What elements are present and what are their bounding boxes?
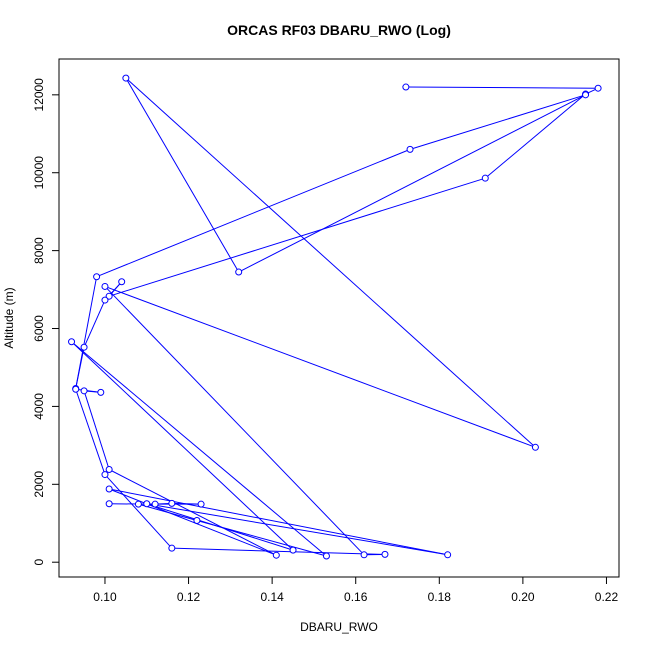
data-point — [80, 343, 88, 351]
y-tick-label: 0 — [32, 559, 46, 566]
series-line-segment — [484, 93, 586, 179]
series-line-segment — [125, 77, 240, 273]
data-point — [101, 282, 109, 290]
y-tick-label: 8000 — [32, 237, 46, 264]
data-point — [68, 338, 76, 346]
data-point — [122, 74, 130, 82]
series-line-segment — [75, 389, 106, 475]
data-point — [444, 551, 452, 559]
data-point — [582, 91, 590, 99]
series-line-segment — [196, 520, 327, 557]
series-line-segment — [108, 469, 277, 556]
data-point — [481, 174, 489, 182]
series-line-segment — [104, 474, 173, 549]
y-tick-label: 10000 — [32, 156, 46, 190]
series-line-segment — [171, 547, 385, 555]
x-tick-label: 0.22 — [595, 590, 619, 604]
x-axis-label: DBARU_RWO — [300, 620, 378, 634]
series-line-segment — [405, 86, 599, 89]
series-line-segment — [71, 341, 294, 551]
chart-title: ORCAS RF03 DBARU_RWO (Log) — [227, 22, 451, 38]
series-line-segment — [109, 488, 448, 556]
data-point — [105, 292, 113, 300]
y-tick-label: 4000 — [32, 393, 46, 420]
x-tick-label: 0.20 — [511, 590, 535, 604]
series-line-segment — [104, 285, 536, 448]
data-point — [272, 551, 280, 559]
data-point — [168, 499, 176, 507]
series-line-segment — [75, 276, 98, 389]
data-point — [101, 296, 109, 304]
data-point — [289, 546, 297, 554]
data-point — [197, 500, 205, 508]
data-point — [168, 544, 176, 552]
x-tick-label: 0.18 — [428, 590, 452, 604]
data-point — [235, 268, 243, 276]
data-point — [105, 466, 113, 474]
series-line-segment — [409, 94, 586, 150]
data-point — [594, 84, 602, 92]
series-line-segment — [83, 390, 110, 470]
data-point — [105, 500, 113, 508]
data-point — [151, 500, 159, 508]
x-tick-label: 0.14 — [260, 590, 284, 604]
data-point — [406, 145, 414, 153]
data-point — [80, 387, 88, 395]
series-line-segment — [83, 299, 106, 348]
series-line-segment — [71, 341, 327, 557]
y-axis: 0 2000 4000 6000 8000 10000 12000 — [32, 78, 60, 566]
series-line-segment — [238, 94, 586, 273]
data-point — [193, 517, 201, 525]
x-tick-label: 0.12 — [177, 590, 201, 604]
data-point — [97, 388, 105, 396]
data-point — [381, 550, 389, 558]
data-point — [143, 500, 151, 508]
series-group — [68, 74, 602, 560]
series-line-segment — [108, 488, 277, 556]
data-point — [105, 485, 113, 493]
data-point — [101, 471, 109, 479]
data-point — [322, 552, 330, 560]
x-axis: 0.10 0.12 0.14 0.16 0.18 0.20 0.22 — [93, 576, 619, 604]
data-point — [402, 83, 410, 91]
data-point — [134, 500, 142, 508]
data-point — [72, 385, 80, 393]
data-point — [118, 278, 126, 286]
data-point — [531, 443, 539, 451]
data-point — [360, 551, 368, 559]
series-line-segment — [125, 77, 536, 448]
series-line-segment — [108, 177, 486, 297]
series-line-segment — [96, 148, 411, 278]
y-tick-label: 6000 — [32, 315, 46, 342]
y-axis-label: Altitude (m) — [2, 287, 16, 348]
x-tick-label: 0.16 — [344, 590, 368, 604]
y-tick-label: 2000 — [32, 471, 46, 498]
series-line-segment — [104, 286, 365, 556]
data-point — [93, 273, 101, 281]
y-tick-label: 12000 — [32, 78, 46, 112]
series-line-segment — [171, 502, 202, 505]
x-tick-label: 0.10 — [93, 590, 117, 604]
series-line-segment — [146, 503, 448, 556]
